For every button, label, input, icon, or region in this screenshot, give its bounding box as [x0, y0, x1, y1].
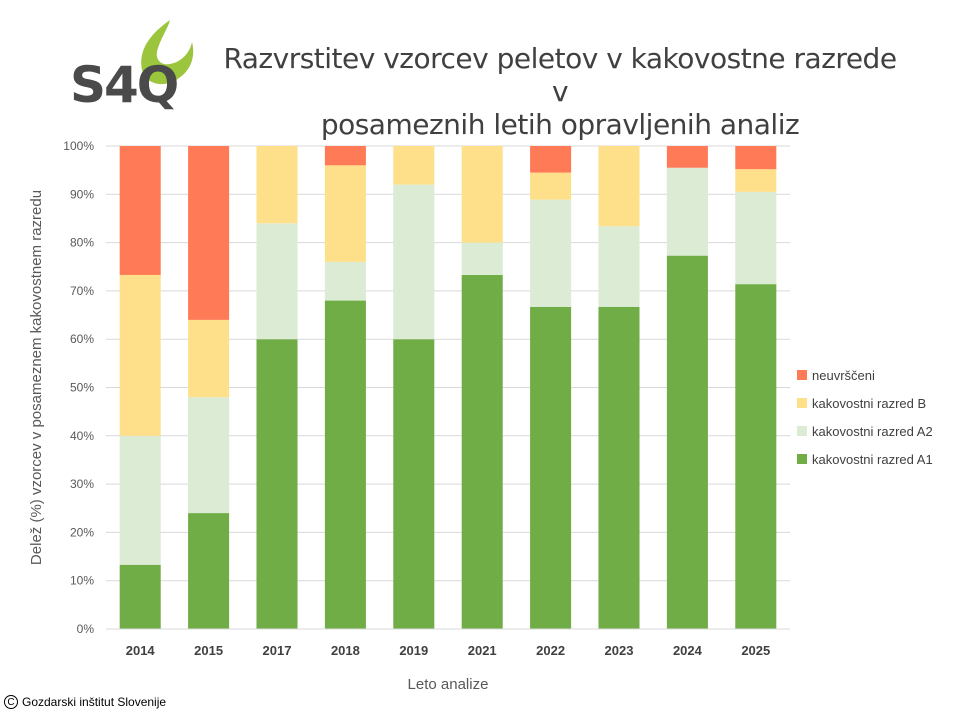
bar-segment	[119, 564, 161, 629]
bar-segment	[256, 223, 298, 340]
bar-segment	[188, 397, 230, 514]
y-tick-label: 10%	[70, 574, 94, 588]
y-tick-label: 0%	[77, 622, 95, 636]
x-tick-label: 2017	[263, 643, 292, 658]
legend-label: kakovostni razred B	[812, 396, 926, 411]
legend-swatch	[797, 398, 807, 408]
bar-segment	[735, 284, 777, 629]
bar-segment	[530, 199, 572, 307]
bar-segment	[393, 339, 435, 629]
footer: C Gozdarski inštitut Slovenije	[4, 695, 166, 709]
x-tick-label: 2023	[605, 643, 634, 658]
chart-title: Razvrstitev vzorcev peletov v kakovostne…	[215, 42, 905, 141]
bar-segment	[666, 255, 708, 630]
y-tick-label: 100%	[63, 139, 94, 153]
bar-segment	[119, 274, 161, 436]
y-tick-label: 70%	[70, 284, 94, 298]
bar-segment	[461, 146, 503, 243]
bar-segment	[188, 146, 230, 320]
bar-segment	[598, 306, 640, 629]
legend-label: kakovostni razred A1	[812, 452, 933, 467]
bar-segment	[324, 261, 366, 301]
bar-segment	[393, 184, 435, 340]
bar-segment	[735, 169, 777, 192]
bar-segment	[666, 146, 708, 168]
x-tick-label: 2024	[673, 643, 703, 658]
x-tick-label: 2025	[741, 643, 770, 658]
bar-segment	[598, 146, 640, 227]
legend-label: neuvrščeni	[812, 368, 875, 383]
y-tick-label: 80%	[70, 236, 94, 250]
s4q-logo: S4Q	[70, 20, 194, 114]
bar-segment	[256, 146, 298, 224]
bar-segment	[666, 167, 708, 256]
legend-swatch	[797, 454, 807, 464]
bar-segment	[324, 146, 366, 166]
bar-segment	[188, 513, 230, 629]
y-tick-label: 50%	[70, 381, 94, 395]
bar-segment	[530, 306, 572, 629]
y-tick-label: 20%	[70, 525, 94, 539]
legend-swatch	[797, 370, 807, 380]
y-axis-label: Delež (%) vzorcev v posameznem kakovostn…	[28, 190, 45, 565]
bar-segment	[530, 172, 572, 200]
y-tick-label: 60%	[70, 332, 94, 346]
x-tick-label: 2022	[536, 643, 565, 658]
bar-segment	[119, 435, 161, 565]
x-tick-label: 2015	[194, 643, 223, 658]
legend-label: kakovostni razred A2	[812, 424, 933, 439]
bar-segment	[598, 226, 640, 307]
bar-segment	[324, 300, 366, 629]
x-tick-label: 2018	[331, 643, 360, 658]
bar-segment	[461, 274, 503, 629]
footer-text: Gozdarski inštitut Slovenije	[22, 695, 167, 709]
x-axis-label: Leto analize	[408, 676, 489, 693]
legend-swatch	[797, 426, 807, 436]
bar-segment	[188, 319, 230, 398]
bar-segment	[461, 242, 503, 275]
bar-segment	[735, 191, 777, 285]
logo-text: S4Q	[70, 56, 177, 114]
y-tick-label: 40%	[70, 429, 94, 443]
chart-title-line1: Razvrstitev vzorcev peletov v kakovostne…	[223, 42, 897, 108]
y-tick-label: 90%	[70, 187, 94, 201]
bar-segment	[735, 146, 777, 170]
x-tick-label: 2014	[126, 643, 156, 658]
bar-segment	[324, 165, 366, 262]
y-tick-label: 30%	[70, 477, 94, 491]
copyright-icon: C	[4, 695, 18, 709]
x-tick-label: 2019	[399, 643, 428, 658]
x-tick-label: 2021	[468, 643, 497, 658]
bar-segment	[256, 339, 298, 629]
bar-segment	[530, 146, 572, 173]
bar-segment	[393, 146, 435, 185]
leaf-icon	[141, 20, 194, 85]
chart-title-line2: posameznih letih opravljenih analiz	[320, 108, 800, 141]
bar-segment	[119, 146, 161, 275]
